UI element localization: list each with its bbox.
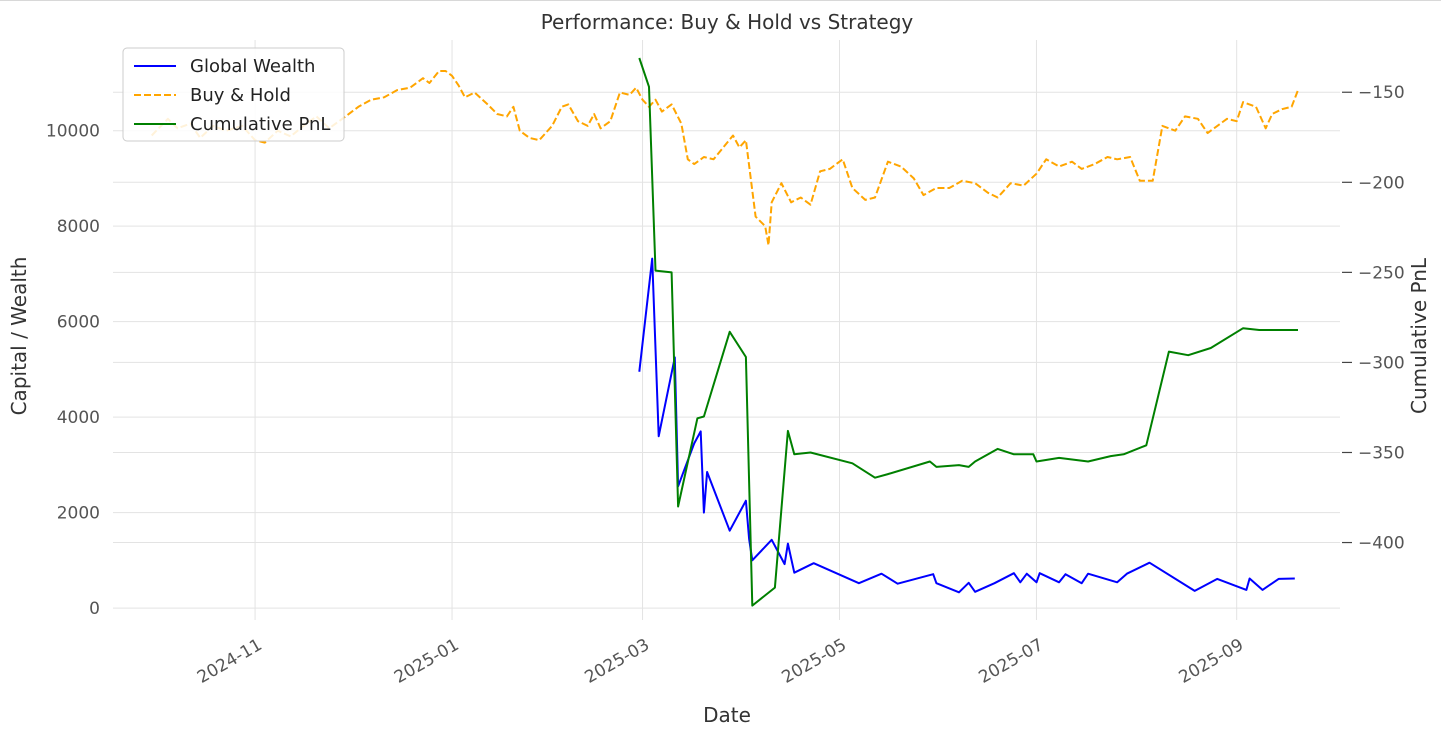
chart-title: Performance: Buy & Hold vs Strategy [541, 10, 914, 34]
y-left-tick-label: 4000 [57, 408, 100, 428]
y-left-tick-label: 0 [89, 599, 100, 619]
y-right-tick-label: −350 [1358, 443, 1405, 463]
series-line-global-wealth [638, 257, 1295, 594]
legend-label: Global Wealth [190, 56, 315, 77]
legend-label: Buy & Hold [190, 85, 291, 106]
y-left-tick-label: 2000 [57, 504, 100, 524]
y-left-tick-label: 8000 [57, 217, 100, 237]
y-right-tick-label: −300 [1358, 353, 1405, 373]
y-right-tick-label: −400 [1358, 534, 1405, 554]
y-axis-left-label: Capital / Wealth [7, 257, 31, 416]
series-layer [150, 57, 1299, 607]
x-tick-label: 2025-03 [582, 635, 654, 688]
legend-box [122, 47, 345, 142]
y-axis-right-label: Cumulative PnL [1407, 257, 1431, 414]
y-right-tick-label: −250 [1358, 263, 1405, 283]
series-line-cumulative-pnl [638, 57, 1298, 607]
legend-label: Cumulative PnL [190, 114, 330, 135]
axes: 0 2000 4000 6000 8000 10000 −150 −200 −250 −300 −3… [46, 83, 1405, 688]
top-border [0, 0, 1441, 1]
x-tick-label: 2025-01 [391, 635, 463, 688]
x-tick-label: 2025-07 [975, 635, 1047, 688]
x-tick-label: 2025-05 [778, 635, 850, 688]
x-tick-label: 2024-11 [194, 635, 266, 688]
y-right-tick-label: −150 [1358, 83, 1405, 103]
y-right-tick-label: −200 [1358, 173, 1405, 193]
y-left-tick-label: 10000 [46, 122, 100, 142]
x-tick-label: 2025-09 [1176, 635, 1248, 688]
y-left-tick-label: 6000 [57, 313, 100, 333]
legend: Global Wealth Buy & Hold Cumulative PnL [122, 47, 345, 142]
x-axis-label: Date [703, 703, 751, 727]
series-line-buy-hold [150, 70, 1299, 247]
